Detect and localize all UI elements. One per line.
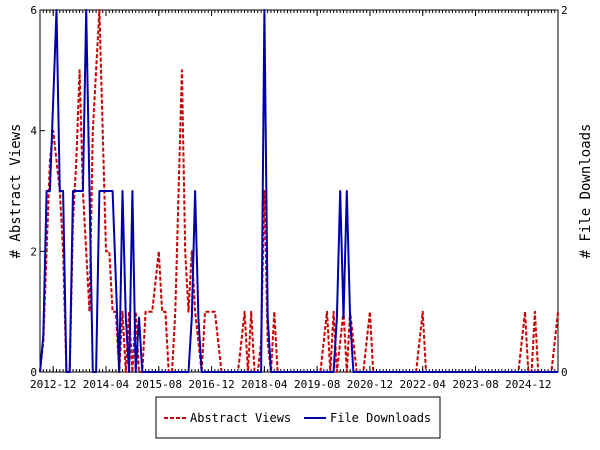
x-tick-label: 2016-12	[188, 378, 234, 391]
x-tick-label: 2024-12	[505, 378, 551, 391]
x-tick-label: 2015-08	[136, 378, 182, 391]
x-tick-label: 2014-04	[83, 378, 130, 391]
x-tick-label: 2012-12	[30, 378, 76, 391]
legend-label-abstract-views: Abstract Views	[190, 411, 291, 425]
y-left-tick-label: 6	[30, 4, 37, 17]
x-tick-label: 2023-08	[452, 378, 498, 391]
y-left-tick-label: 0	[30, 366, 37, 379]
y-right-tick-label: 0	[561, 366, 568, 379]
y-left-ticks: 0 2 4 6	[30, 4, 45, 379]
y-left-tick-label: 2	[30, 245, 37, 258]
x-tick-label: 2020-12	[347, 378, 393, 391]
y-left-tick-label: 4	[30, 125, 37, 138]
y-right-tick-label: 2	[561, 4, 568, 17]
y-left-axis-title: # Abstract Views	[8, 124, 24, 259]
plot-area: 2012-12 2014-04 2015-08 2016-12 2018-04 2019-…	[30, 4, 568, 391]
x-tick-label: 2022-04	[400, 378, 447, 391]
x-tick-label: 2018-04	[241, 378, 288, 391]
legend-label-file-downloads: File Downloads	[330, 411, 431, 425]
x-major-ticks: 2012-12 2014-04 2015-08 2016-12 2018-04 2019-…	[30, 10, 551, 391]
y-right-axis-title: # File Downloads	[578, 124, 594, 259]
legend: Abstract Views File Downloads	[155, 396, 441, 439]
legend-box	[155, 396, 441, 439]
series-layer	[39, 9, 559, 373]
series-line-file-downloads	[39, 9, 558, 373]
x-tick-label: 2019-08	[294, 378, 340, 391]
